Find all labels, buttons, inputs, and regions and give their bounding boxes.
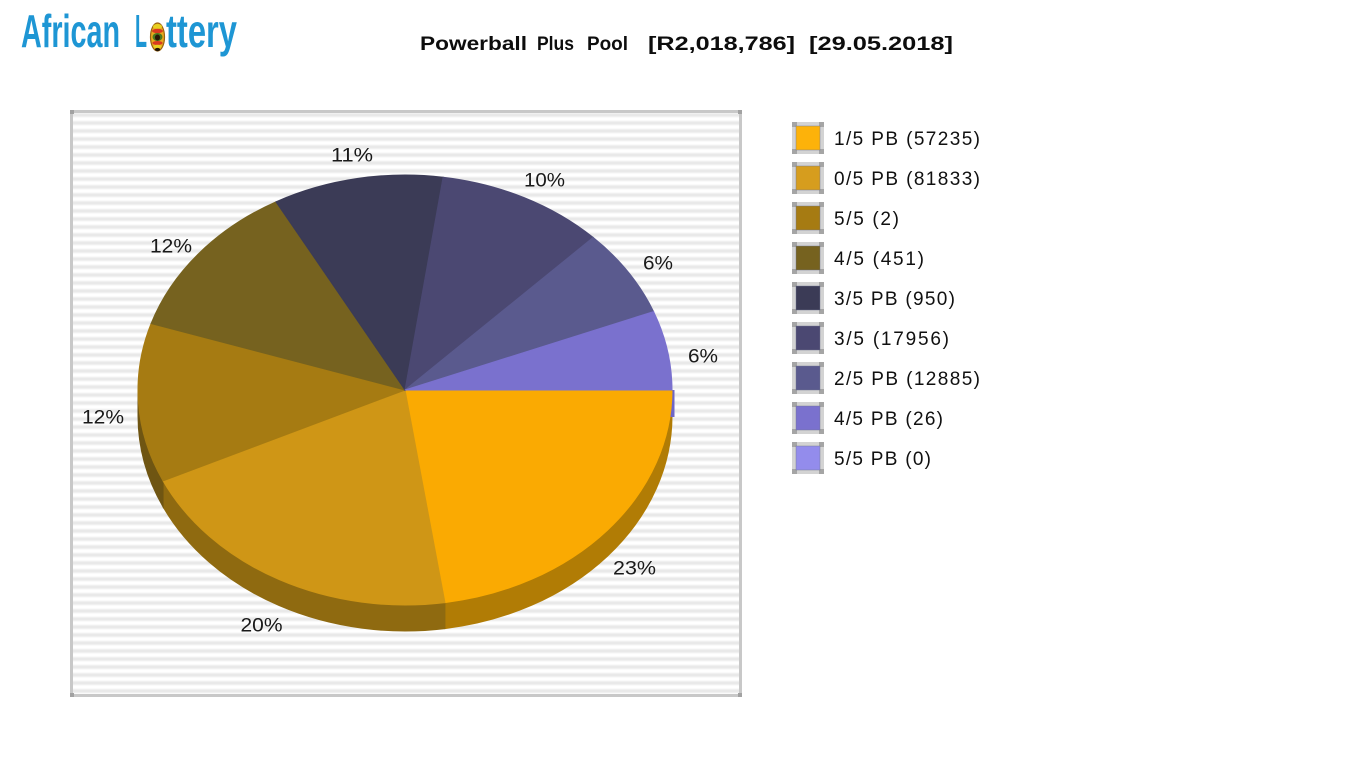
svg-text:L: L <box>135 5 147 57</box>
svg-text:0/5 PB (81833): 0/5 PB (81833) <box>834 169 980 190</box>
svg-text:3/5 PB (950): 3/5 PB (950) <box>834 289 955 310</box>
svg-text:4/5 PB (26): 4/5 PB (26) <box>834 409 943 430</box>
svg-text:Powerball: Powerball <box>420 34 527 55</box>
svg-text:1/5 PB (57235): 1/5 PB (57235) <box>834 129 980 150</box>
svg-text:12%: 12% <box>82 408 124 429</box>
svg-text:Pool: Pool <box>587 34 628 55</box>
svg-text:10%: 10% <box>524 171 565 192</box>
svg-text:African: African <box>21 5 120 57</box>
svg-text:Plus: Plus <box>537 34 574 55</box>
svg-text:5/5 PB (0): 5/5 PB (0) <box>834 449 931 470</box>
svg-text:6%: 6% <box>643 254 673 275</box>
svg-text:5/5 (2): 5/5 (2) <box>834 209 899 230</box>
svg-text:ttery: ttery <box>166 5 237 57</box>
svg-text:6%: 6% <box>688 347 718 368</box>
svg-text:20%: 20% <box>241 616 283 637</box>
svg-text:2/5 PB (12885): 2/5 PB (12885) <box>834 369 980 390</box>
svg-text:[R2,018,786]: [R2,018,786] <box>648 34 795 55</box>
svg-text:11%: 11% <box>331 146 373 167</box>
svg-text:23%: 23% <box>613 559 656 580</box>
svg-text:12%: 12% <box>150 237 192 258</box>
svg-text:[29.05.2018]: [29.05.2018] <box>809 34 953 55</box>
